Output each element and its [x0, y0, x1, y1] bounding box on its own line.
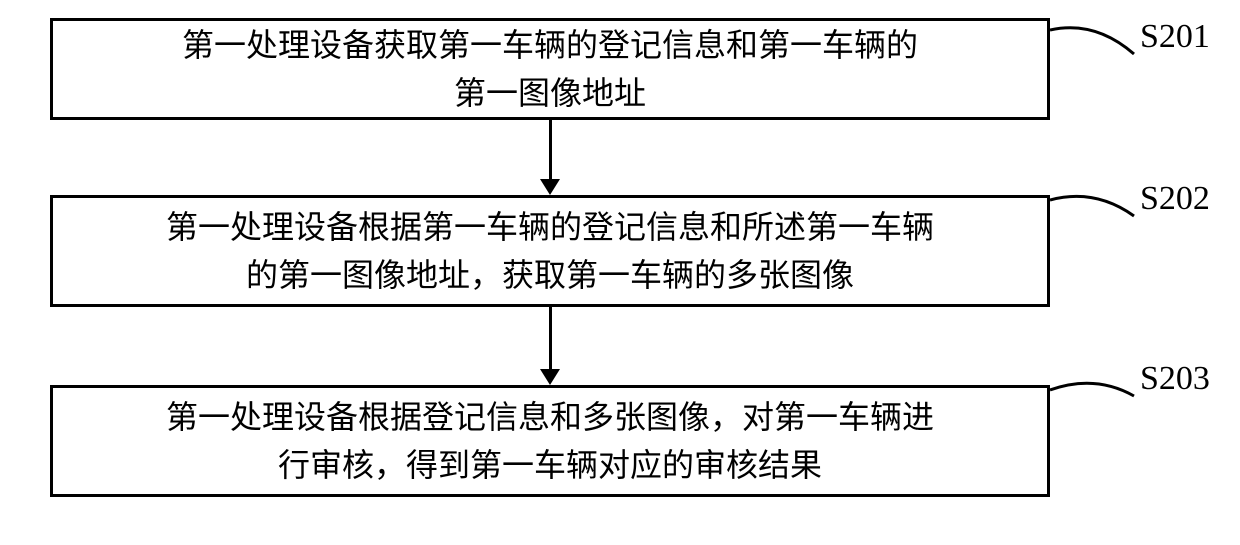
flow-node-text: 第一处理设备获取第一车辆的登记信息和第一车辆的第一图像地址	[182, 21, 918, 117]
flow-node-s203: 第一处理设备根据登记信息和多张图像，对第一车辆进行审核，得到第一车辆对应的审核结…	[50, 385, 1050, 497]
step-label-s201: S201	[1140, 18, 1210, 56]
arrow-head-icon	[540, 369, 560, 385]
flow-node-s202: 第一处理设备根据第一车辆的登记信息和所述第一车辆的第一图像地址，获取第一车辆的多…	[50, 195, 1050, 307]
flow-node-text: 第一处理设备根据第一车辆的登记信息和所述第一车辆的第一图像地址，获取第一车辆的多…	[166, 203, 934, 299]
flow-arrow	[540, 120, 560, 195]
connector-s202	[1050, 192, 1140, 242]
connector-s201	[1050, 24, 1140, 74]
flow-node-text: 第一处理设备根据登记信息和多张图像，对第一车辆进行审核，得到第一车辆对应的审核结…	[166, 393, 934, 489]
step-label-s203: S203	[1140, 360, 1210, 398]
flow-arrow	[540, 307, 560, 385]
flow-node-s201: 第一处理设备获取第一车辆的登记信息和第一车辆的第一图像地址	[50, 18, 1050, 120]
connector-s203	[1050, 378, 1140, 428]
arrow-head-icon	[540, 179, 560, 195]
flowchart-canvas: 第一处理设备获取第一车辆的登记信息和第一车辆的第一图像地址 S201 第一处理设…	[0, 0, 1240, 545]
step-label-s202: S202	[1140, 180, 1210, 218]
